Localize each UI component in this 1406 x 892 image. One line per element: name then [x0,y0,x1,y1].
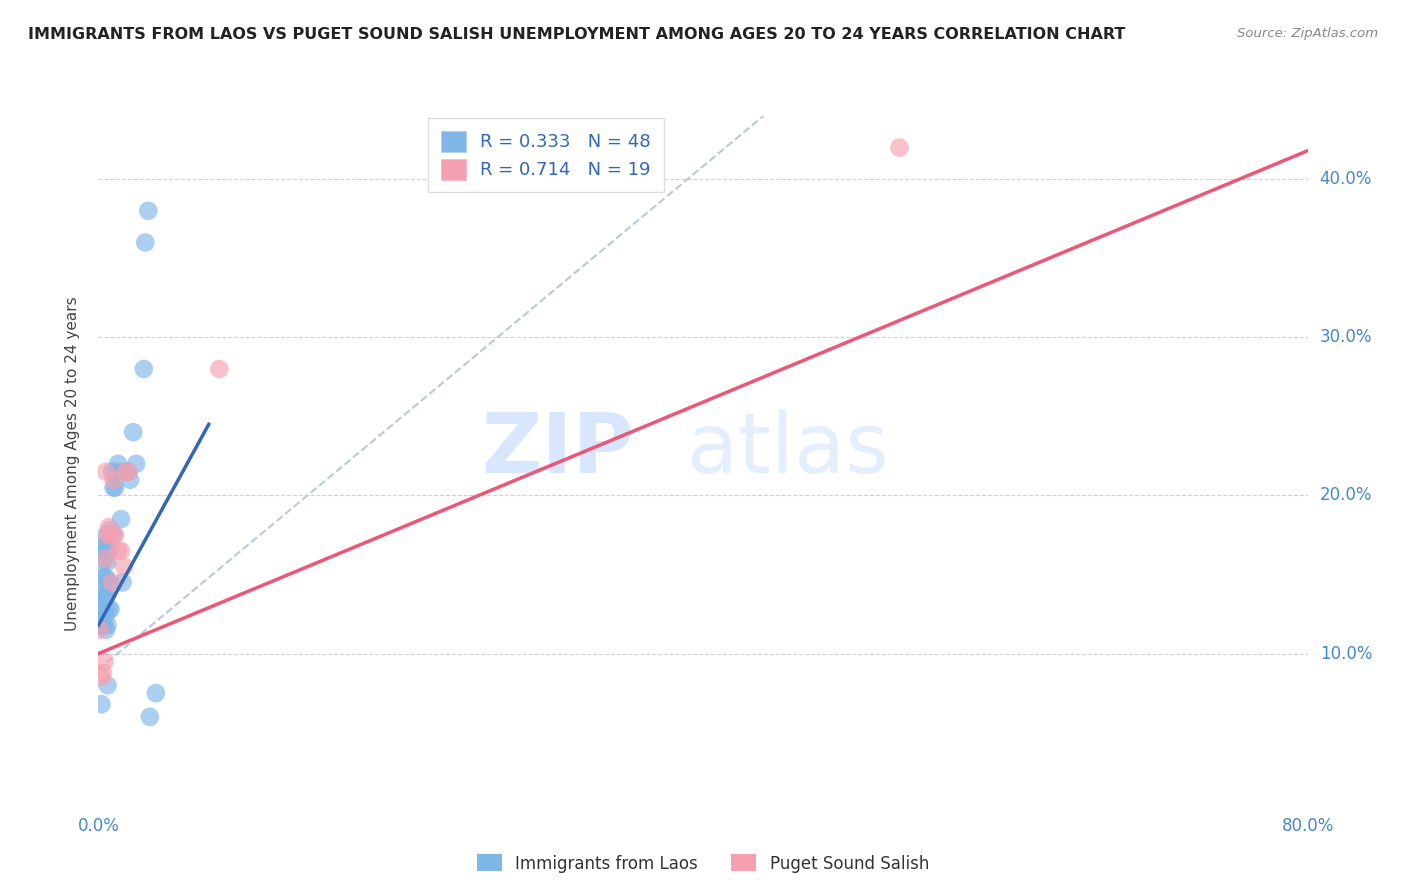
Point [93,586,115,600]
Point [107,457,129,471]
Point [91,607,114,621]
Text: atlas: atlas [686,409,889,491]
Text: ZIP: ZIP [482,409,634,491]
Point [90,586,112,600]
Point [96,618,118,632]
Text: Source: ZipAtlas.com: Source: ZipAtlas.com [1237,27,1378,40]
Point [103,481,125,495]
Point [90,670,112,684]
Point [93,602,115,616]
Point [91,571,114,585]
Point [115,465,138,479]
Point [104,528,127,542]
Point [136,203,159,218]
Point [112,465,135,479]
Point [89,623,111,637]
Point [94,543,117,558]
Point [100,528,122,542]
Point [104,481,127,495]
Point [889,140,911,154]
Point [91,539,114,553]
Point [208,362,231,376]
Point [93,539,115,553]
Point [94,571,117,585]
Text: IMMIGRANTS FROM LAOS VS PUGET SOUND SALISH UNEMPLOYMENT AMONG AGES 20 TO 24 YEAR: IMMIGRANTS FROM LAOS VS PUGET SOUND SALI… [28,27,1125,42]
Point [96,528,118,542]
Point [96,586,118,600]
Point [98,543,121,558]
Point [100,602,122,616]
Point [110,512,132,526]
Point [94,465,117,479]
Point [103,473,125,487]
Point [90,618,112,632]
Text: 10.0%: 10.0% [1320,645,1372,663]
Text: 40.0%: 40.0% [1320,170,1372,188]
Point [103,528,125,542]
Text: 30.0%: 30.0% [1320,328,1372,346]
Point [98,575,121,590]
Point [107,543,129,558]
Point [132,362,155,376]
Point [93,618,115,632]
Point [120,473,142,487]
Point [96,555,118,569]
Point [114,465,136,479]
Point [101,465,124,479]
Point [101,575,124,590]
Point [89,607,111,621]
Point [94,591,117,606]
Point [112,559,135,574]
Point [111,575,134,590]
Y-axis label: Unemployment Among Ages 20 to 24 years: Unemployment Among Ages 20 to 24 years [65,296,80,632]
Legend: R = 0.333   N = 48, R = 0.714   N = 19: R = 0.333 N = 48, R = 0.714 N = 19 [427,118,664,193]
Point [96,678,118,692]
Point [93,655,115,669]
Point [94,607,117,621]
Point [93,571,115,585]
Point [98,602,121,616]
Text: 20.0%: 20.0% [1320,486,1372,505]
Point [94,528,117,542]
Point [145,686,167,700]
Point [100,523,122,537]
Point [134,235,156,250]
Point [98,520,121,534]
Point [125,457,148,471]
Point [94,551,117,566]
Point [122,425,145,440]
Point [90,697,112,711]
Point [110,543,132,558]
Point [90,607,112,621]
Point [91,555,114,569]
Point [139,710,162,724]
Point [118,465,141,479]
Legend: Immigrants from Laos, Puget Sound Salish: Immigrants from Laos, Puget Sound Salish [470,847,936,880]
Point [94,623,117,637]
Point [91,591,114,606]
Point [91,665,114,680]
Point [105,465,128,479]
